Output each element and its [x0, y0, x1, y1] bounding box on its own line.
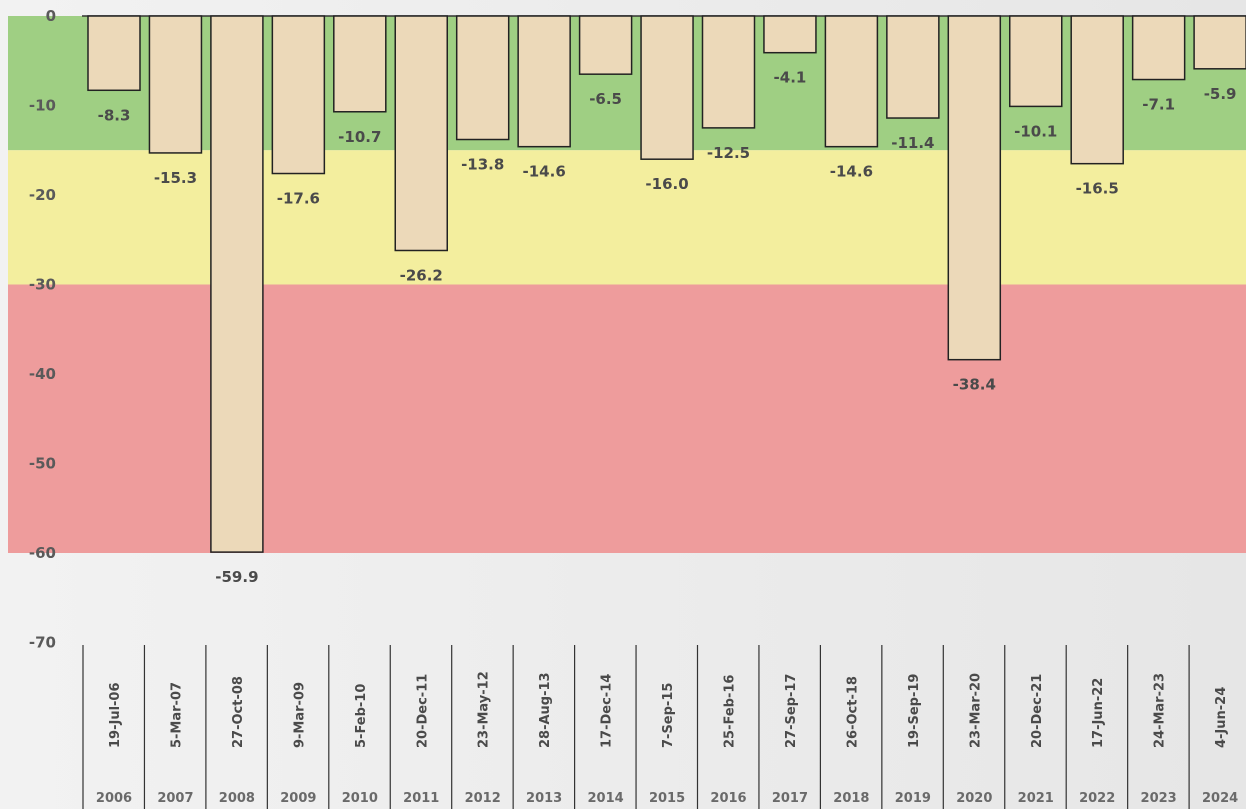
- x-year-label: 2009: [280, 791, 316, 806]
- y-tick-label: -20: [29, 186, 56, 204]
- x-year-label: 2016: [710, 791, 746, 806]
- bar-17-Jun-22: [1070, 15, 1124, 165]
- bar-20-Dec-11: [394, 15, 448, 252]
- x-year-label: 2007: [157, 791, 193, 806]
- bar-26-Oct-18: [824, 15, 879, 148]
- x-date-label: 23-Mar-20: [968, 673, 983, 748]
- x-year-label: 2024: [1202, 791, 1238, 806]
- data-label: -12.5: [707, 144, 750, 162]
- bar-27-Sep-17: [763, 15, 817, 54]
- y-tick-label: -60: [29, 544, 56, 562]
- data-label: -16.0: [645, 175, 688, 193]
- bar-23-Mar-20: [947, 15, 1002, 361]
- x-date-label: 26-Oct-18: [845, 676, 860, 748]
- x-year-label: 2021: [1018, 791, 1054, 806]
- x-date-label: 5-Mar-07: [169, 682, 184, 748]
- data-label: -13.8: [461, 156, 504, 174]
- x-date-label: 27-Oct-08: [231, 676, 246, 748]
- x-year-label: 2019: [895, 791, 931, 806]
- x-date-label: 5-Feb-10: [354, 684, 369, 748]
- x-date-label: 7-Sep-15: [661, 683, 676, 748]
- x-year-label: 2010: [342, 791, 378, 806]
- y-tick-label: -70: [29, 634, 56, 652]
- data-label: -6.5: [589, 90, 622, 108]
- data-label: -10.7: [338, 128, 381, 146]
- data-label: -5.9: [1204, 85, 1237, 103]
- x-year-label: 2017: [772, 791, 808, 806]
- x-year-label: 2012: [465, 791, 501, 806]
- x-date-label: 25-Feb-16: [723, 675, 738, 748]
- bar-5-Mar-07: [148, 15, 203, 154]
- x-date-label: 19-Jul-06: [108, 682, 123, 748]
- x-axis: 19-Jul-06 2006 5-Mar-07 2007 27-Oct-08 2008 9-…: [82, 645, 1238, 809]
- bar-25-Feb-16: [701, 15, 756, 129]
- x-year-label: 2011: [403, 791, 439, 806]
- bars: [87, 15, 1246, 553]
- data-label: -8.3: [98, 106, 131, 124]
- data-label: -11.4: [891, 134, 934, 152]
- bar-23-May-12: [455, 15, 510, 141]
- bar-24-Mar-23: [1131, 15, 1186, 81]
- data-label: -14.6: [523, 163, 566, 181]
- bar-27-Oct-08: [210, 15, 264, 553]
- data-label: -59.9: [215, 568, 258, 586]
- data-label: -16.5: [1076, 180, 1119, 198]
- bar-20-Dec-21: [1009, 15, 1063, 108]
- x-date-label: 20-Dec-21: [1030, 674, 1045, 748]
- bar-19-Sep-19: [886, 15, 940, 119]
- x-year-label: 2014: [588, 791, 624, 806]
- data-label: -17.6: [277, 190, 320, 208]
- x-year-label: 2023: [1141, 791, 1177, 806]
- x-year-label: 2015: [649, 791, 685, 806]
- x-year-label: 2006: [96, 791, 132, 806]
- bar-7-Sep-15: [640, 15, 694, 160]
- data-label: -26.2: [400, 266, 443, 284]
- x-date-label: 17-Dec-14: [600, 674, 615, 748]
- data-label: -38.4: [953, 376, 996, 394]
- y-tick-label: -40: [29, 365, 56, 383]
- bar-9-Mar-09: [271, 15, 326, 175]
- x-date-label: 4-Jun-24: [1214, 687, 1229, 748]
- x-date-label: 9-Mar-09: [292, 682, 307, 748]
- band-2: [8, 284, 1246, 553]
- bar-5-Feb-10: [333, 15, 387, 113]
- bar-4-Jun-24: [1193, 15, 1246, 70]
- y-tick-label: -30: [29, 276, 56, 294]
- value-labels: -8.3-15.3-59.9-17.6-10.7-26.2-13.8 -14.6-…: [98, 69, 1237, 586]
- x-year-label: 2013: [526, 791, 562, 806]
- x-year-label: 2022: [1079, 791, 1115, 806]
- x-year-label: 2018: [833, 791, 869, 806]
- data-label: -4.1: [774, 69, 807, 87]
- x-date-label: 23-May-12: [477, 671, 492, 748]
- bar-28-Aug-13: [517, 15, 571, 148]
- x-date-label: 17-Jun-22: [1091, 678, 1106, 748]
- data-label: -14.6: [830, 163, 873, 181]
- bar-19-Jul-06: [87, 15, 141, 92]
- x-date-label: 24-Mar-23: [1153, 673, 1168, 748]
- x-year-label: 2020: [956, 791, 992, 806]
- data-label: -7.1: [1142, 96, 1175, 114]
- data-label: -10.1: [1014, 122, 1057, 140]
- x-date-label: 27-Sep-17: [784, 674, 799, 748]
- x-date-label: 19-Sep-19: [907, 674, 922, 748]
- y-tick-label: 0: [46, 7, 56, 25]
- bar-17-Dec-14: [578, 15, 633, 75]
- x-date-label: 28-Aug-13: [538, 672, 553, 748]
- x-date-label: 20-Dec-11: [415, 674, 430, 748]
- y-tick-label: -10: [29, 97, 56, 115]
- x-year-label: 2008: [219, 791, 255, 806]
- data-label: -15.3: [154, 169, 197, 187]
- y-tick-label: -50: [29, 455, 56, 473]
